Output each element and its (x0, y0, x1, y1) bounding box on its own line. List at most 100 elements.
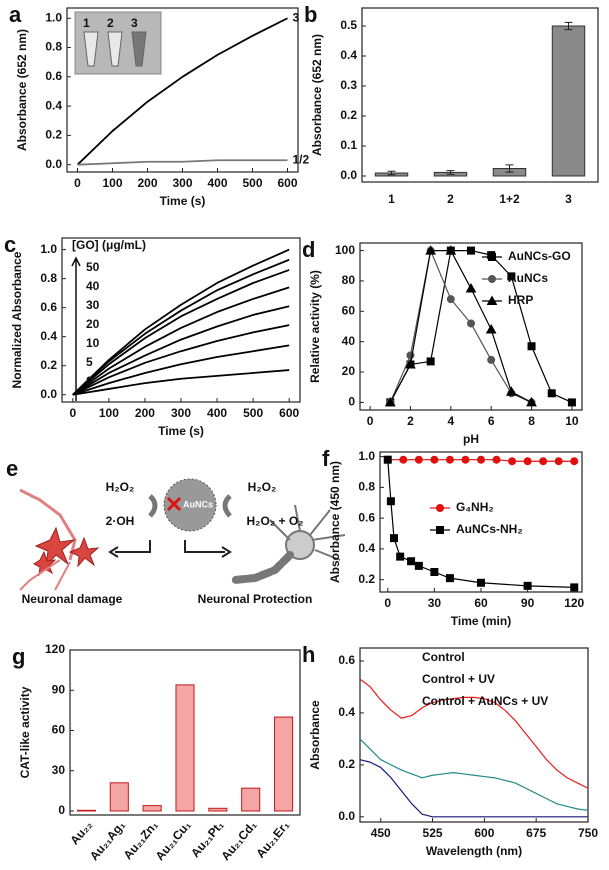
y-tick-label: 0.1 (340, 138, 357, 152)
series-line (359, 759, 588, 818)
series-line (359, 738, 589, 811)
marker (389, 534, 398, 543)
panel-label: a (9, 2, 22, 27)
y-tick-label: 0.8 (358, 480, 375, 494)
y-tick-label: 0 (58, 803, 65, 817)
marker (570, 583, 579, 592)
marker (386, 497, 395, 506)
inset-label: 2 (107, 16, 114, 30)
marker (492, 455, 501, 464)
series-line (77, 159, 288, 166)
panel-label: e (6, 456, 18, 481)
legend-label: Control (422, 650, 465, 664)
legend-label: AuNCs-GO (508, 249, 571, 263)
x-tick-label: 8 (528, 414, 535, 428)
x-tick-label: 600 (474, 826, 494, 840)
marker (477, 578, 485, 587)
error-bar (505, 164, 514, 173)
x-tick-label: 750 (578, 826, 598, 840)
legend-label: G₄NH₂ (456, 500, 494, 514)
x-tick-label: 120 (564, 596, 584, 610)
reaction-arrows (148, 494, 232, 518)
marker (526, 396, 537, 407)
error-bar (446, 170, 455, 175)
marker (436, 504, 444, 512)
y-axis-label: Normalized Absorbance (10, 251, 24, 388)
marker (399, 455, 408, 464)
series-line (72, 269, 290, 396)
y-tick-label: 1.0 (45, 10, 62, 24)
x-axis-label: Wavelength (nm) (426, 844, 522, 858)
x-tick-label: 500 (242, 176, 262, 190)
legend-label: AuNCs-NH₂ (456, 522, 523, 536)
y-tick-label: 0.4 (358, 541, 375, 555)
annotation-label: 0 (86, 374, 93, 388)
x-tick-label: Au₂₁Ag₁ (87, 818, 128, 863)
y-tick-label: 0.6 (45, 69, 62, 83)
tube (83, 31, 99, 67)
x-tick-label: 0 (384, 596, 391, 610)
x-tick-label: 10 (565, 414, 579, 428)
diagram-label: H₂O₂ (248, 480, 277, 494)
y-tick-label: 0.6 (338, 653, 355, 667)
x-tick-label: 400 (207, 406, 227, 420)
diagram-label: H₂O₂ + O₂ (246, 514, 303, 528)
y-axis-label: Absorbance (652 nm) (15, 29, 29, 151)
legend-label: Control + UV (422, 672, 495, 686)
chart: d Relative activity (%) pH 0 20 40 60 80 100 0 2 4 6… (302, 237, 583, 446)
x-tick-label: 400 (207, 176, 227, 190)
marker (446, 295, 455, 304)
marker (467, 319, 475, 328)
diagram-label: Neuronal damage (22, 592, 123, 606)
y-tick-label: 0 (348, 395, 355, 409)
y-axis-label: Absorbance (308, 700, 322, 770)
bar (274, 716, 294, 812)
series-line (389, 249, 532, 403)
series-line (389, 249, 532, 403)
x-tick-label: 0 (367, 414, 374, 428)
y-tick-label: 0.4 (338, 705, 355, 719)
marker (396, 552, 405, 561)
arrow-left (108, 540, 151, 558)
panel-label: g (12, 644, 25, 669)
marker (547, 389, 556, 398)
bar (241, 787, 261, 812)
y-axis-label: Relative activity (%) (308, 270, 322, 383)
y-tick-label: 120 (45, 642, 65, 656)
marker (527, 342, 536, 351)
x-tick-label: 450 (371, 826, 391, 840)
legend-label: Control + AuNCs + UV (422, 694, 548, 708)
annotation-arrow (71, 256, 81, 401)
marker (407, 557, 416, 566)
legend-label: HRP (508, 293, 533, 307)
marker (477, 455, 485, 464)
marker (487, 355, 496, 364)
y-tick-label: 0.0 (340, 168, 357, 182)
x-tick-label: 300 (171, 406, 191, 420)
x-tick-label: 0 (69, 406, 76, 420)
series-line (389, 249, 573, 403)
x-tick-label: 200 (135, 406, 155, 420)
aunc-particle (163, 478, 217, 532)
annotation-label: 20 (86, 317, 100, 331)
marker (436, 526, 444, 534)
marker (523, 457, 532, 466)
marker (554, 457, 563, 466)
y-tick-label: 60 (342, 303, 356, 317)
marker (465, 283, 477, 293)
x-tick-label: 675 (526, 826, 546, 840)
series-line (72, 344, 290, 396)
line-label: 3 (293, 10, 300, 24)
arrow-right (184, 540, 232, 558)
bar (175, 684, 195, 812)
panel-label: b (304, 2, 317, 27)
x-tick-label: Au₂₁Er₁ (253, 818, 292, 861)
marker (445, 455, 454, 464)
legend-label: AuNCs (508, 271, 548, 285)
x-tick-label: 2 (407, 414, 414, 428)
chart: b Absorbance (652 nm) 0.0 0.1 0.2 0.3 0.4 0.5 1 2… (304, 2, 599, 206)
annotation-label: 30 (86, 298, 100, 312)
series-line (72, 258, 290, 396)
x-tick-label: 100 (102, 176, 122, 190)
y-tick-label: 0.2 (40, 358, 57, 372)
